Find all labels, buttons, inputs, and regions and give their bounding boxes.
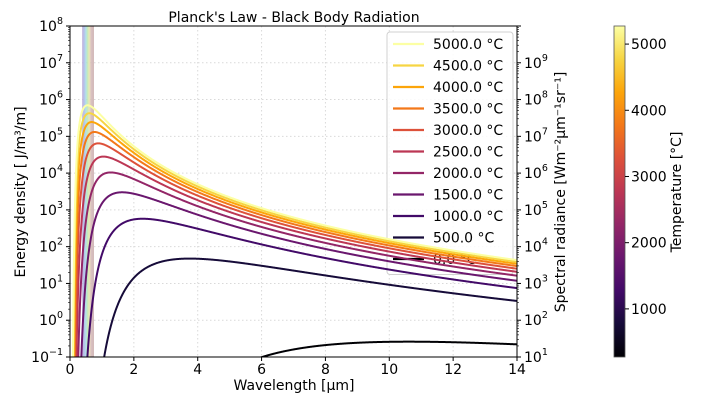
legend-label: 5000.0 °C (433, 37, 503, 53)
curve-1500c (80, 191, 517, 357)
legend-label: 1000.0 °C (433, 209, 503, 225)
y-axis-left: 10−1 100 101 102 103 104 105 106 107 108 (31, 16, 70, 366)
legend-label: 2000.0 °C (433, 166, 503, 182)
y-axis-right: 101 102 103 104 105 106 107 108 109 (517, 25, 548, 366)
colorbar-label: Temperature [°C] (669, 132, 685, 254)
x-axis-label: Wavelength [µm] (234, 378, 355, 394)
curves (71, 104, 517, 357)
x-tick-label: 6 (257, 362, 266, 378)
legend-label: 1500.0 °C (433, 188, 503, 204)
legend-label: 2500.0 °C (433, 145, 503, 161)
x-tick-label: 4 (193, 362, 202, 378)
x-tick-label: 2 (129, 362, 138, 378)
y-tick-label: 101 (39, 273, 63, 292)
y-right-tick-label: 108 (524, 90, 548, 109)
y-right-tick-label: 105 (524, 200, 548, 219)
y-right-tick-label: 106 (524, 163, 548, 182)
y-right-tick-label: 109 (524, 53, 548, 72)
curve-4500c (72, 112, 517, 357)
legend-label: 500.0 °C (433, 231, 495, 247)
curve-2000c (77, 171, 517, 357)
legend-box (386, 31, 514, 275)
y-tick-label: 104 (39, 163, 63, 182)
chart-title: Planck's Law - Black Body Radiation (168, 10, 419, 26)
legend-label: 3000.0 °C (433, 123, 503, 139)
y-tick-label: 108 (39, 16, 63, 35)
x-tick-label: 0 (66, 362, 75, 378)
curve-3500c (73, 130, 517, 357)
x-tick-label: 8 (321, 362, 330, 378)
colorbar-tick-label: 2000 (631, 236, 667, 252)
y-right-tick-label: 104 (524, 237, 548, 256)
y-tick-label: 106 (39, 90, 63, 109)
curve-4000c (72, 121, 517, 357)
x-axis: 0 2 4 6 8 10 12 14 (66, 357, 526, 378)
curve-5000c (71, 104, 517, 357)
colorbar (613, 25, 626, 358)
curve-0c (258, 340, 517, 357)
y-axis-label: Energy density [ J/m³/m] (13, 106, 29, 277)
curve-1000c (86, 217, 517, 357)
curve-500c (103, 257, 517, 357)
colorbar-tick-label: 3000 (631, 169, 667, 185)
y-tick-label: 105 (39, 126, 63, 145)
curve-3000c (74, 142, 517, 357)
y-right-tick-label: 107 (524, 126, 548, 145)
x-tick-label: 10 (380, 362, 398, 378)
legend-label: 3500.0 °C (433, 102, 503, 118)
y-axis-right-label: Spectral radiance [Wm⁻²µm⁻¹sr⁻¹] (553, 72, 569, 313)
colorbar-ticks: 1000 2000 3000 4000 5000 (625, 37, 667, 318)
legend-label: 4000.0 °C (433, 80, 503, 96)
visible-spectrum-band (82, 26, 94, 357)
legend-label: 4500.0 °C (433, 59, 503, 75)
plot-frame (69, 25, 518, 358)
colorbar-tick-label: 1000 (631, 302, 667, 318)
y-right-tick-label: 101 (524, 347, 548, 366)
curve-2500c (75, 155, 517, 357)
legend: 5000.0 °C 4500.0 °C 4000.0 °C 3500.0 °C 3000… (386, 31, 514, 275)
y-tick-label: 100 (39, 310, 63, 329)
colorbar-tick-label: 4000 (631, 103, 667, 119)
y-right-tick-label: 103 (524, 273, 548, 292)
y-tick-label: 103 (39, 200, 63, 219)
y-tick-label: 102 (39, 237, 63, 256)
y-tick-label: 10−1 (31, 347, 63, 366)
y-right-tick-label: 102 (524, 310, 548, 329)
x-tick-label: 12 (444, 362, 462, 378)
y-tick-label: 107 (39, 53, 63, 72)
colorbar-tick-label: 5000 (631, 37, 667, 53)
x-tick-label: 14 (508, 362, 526, 378)
